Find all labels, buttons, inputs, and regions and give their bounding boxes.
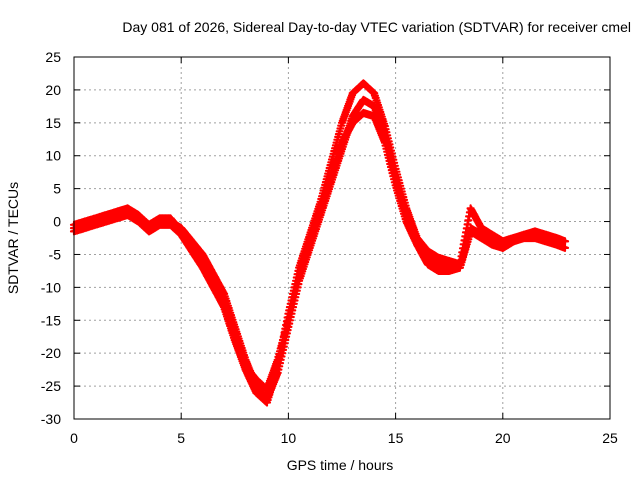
series-track-3: [69, 108, 570, 394]
y-tick-label: 5: [53, 181, 61, 197]
x-tick-label: 10: [281, 430, 297, 446]
y-tick-label: 10: [45, 148, 61, 164]
x-tick-label: 5: [177, 430, 185, 446]
y-tick-label: 25: [45, 49, 61, 65]
y-tick-label: -5: [49, 246, 62, 262]
marker-path-track-1: [69, 95, 570, 404]
x-tick-label: 15: [388, 430, 404, 446]
y-tick-label: -15: [41, 312, 61, 328]
y-tick-label: 15: [45, 115, 61, 131]
y-tick-label: -20: [41, 345, 61, 361]
x-tick-label: 25: [602, 430, 618, 446]
grid: [73, 56, 611, 420]
y-axis-label: SDTVAR / TECUs: [5, 182, 21, 294]
x-axis-label: GPS time / hours: [287, 457, 394, 473]
data-series: [69, 79, 570, 407]
y-tick-label: -30: [41, 411, 61, 427]
tick-labels: 0 5 10 15 20 25 -30 -25 -20 -15 -10 -5 0 5 10 15 20 25: [41, 49, 618, 446]
x-tick-label: 0: [70, 430, 78, 446]
y-tick-label: 0: [53, 214, 61, 230]
x-tick-label: 20: [495, 430, 511, 446]
y-tick-label: 20: [45, 82, 61, 98]
series-track-1: [69, 95, 570, 404]
y-tick-label: -25: [41, 378, 61, 394]
plot-frame: [73, 56, 611, 420]
marker-path-track-3: [69, 108, 570, 394]
chart-title: Day 081 of 2026, Sidereal Day-to-day VTE…: [122, 19, 631, 35]
y-tick-label: -10: [41, 279, 61, 295]
